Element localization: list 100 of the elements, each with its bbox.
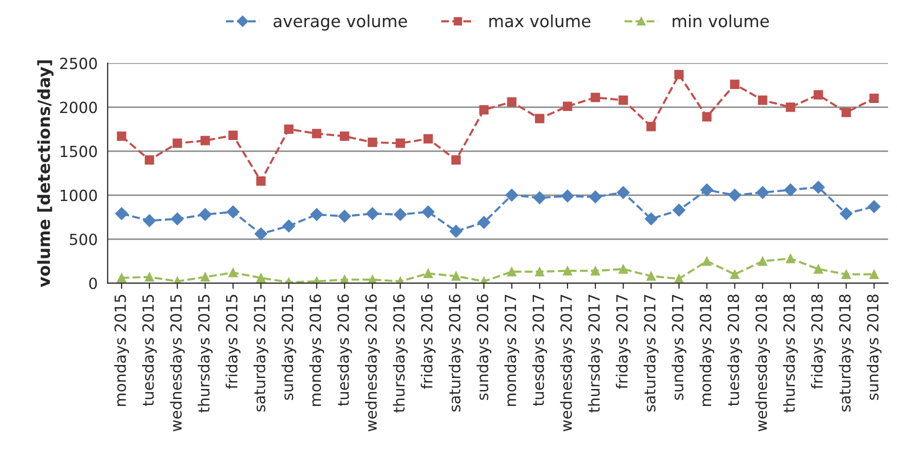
point [368, 138, 378, 148]
point [618, 264, 628, 274]
x-tick-label: fridays 2017 [616, 294, 631, 389]
y-axis-title: volume [detections/day] [37, 60, 54, 288]
point [423, 268, 433, 278]
x-tick-label: sundays 2018 [866, 294, 882, 400]
point [507, 97, 516, 107]
point [702, 256, 712, 266]
point [451, 271, 461, 281]
point [340, 132, 350, 141]
point [842, 108, 851, 118]
point [700, 183, 714, 196]
x-tick-label: mondays 2018 [699, 294, 714, 406]
x-tick-label: fridays 2016 [420, 294, 436, 389]
point [312, 128, 322, 138]
point [115, 207, 128, 220]
point [728, 188, 742, 202]
x-tick-label: wednesdays 2016 [365, 294, 380, 432]
point [144, 272, 154, 282]
x-tick-label: fridays 2015 [226, 294, 240, 389]
x-tick-label: wednesdays 2015 [170, 294, 185, 432]
legend-label: average volume [274, 14, 407, 31]
point [477, 216, 490, 229]
x-tick-label: thursdays 2018 [783, 294, 798, 413]
point [646, 271, 656, 281]
point [450, 224, 462, 238]
point [784, 183, 797, 196]
point [561, 190, 574, 202]
point [758, 256, 768, 266]
point [143, 214, 156, 228]
y-tick-label: 500 [70, 234, 97, 246]
point [479, 105, 489, 114]
point [228, 268, 238, 278]
point [814, 264, 824, 274]
x-tick-label: wednesdays 2017 [560, 294, 575, 432]
point [672, 204, 686, 217]
point [590, 266, 600, 276]
point [674, 70, 684, 80]
point [618, 95, 628, 105]
x-tick-label: sundays 2016 [476, 294, 492, 400]
x-tick-label: saturdays 2016 [448, 294, 464, 412]
point [730, 270, 740, 280]
point [422, 205, 435, 218]
point [869, 94, 879, 104]
x-tick-label: tuesdays 2015 [142, 294, 157, 406]
point [200, 272, 210, 282]
point [814, 90, 824, 100]
point [588, 190, 602, 204]
point [396, 138, 405, 148]
point [226, 205, 240, 218]
point [170, 212, 184, 226]
point [198, 208, 212, 221]
point [507, 267, 516, 276]
point [562, 102, 572, 111]
point [116, 132, 126, 141]
x-tick-label: saturdays 2018 [838, 294, 854, 412]
point [423, 134, 433, 144]
point [254, 227, 268, 240]
point [256, 273, 266, 283]
x-tick-label: thursdays 2017 [588, 294, 603, 413]
x-tick-label: fridays 2018 [810, 294, 826, 389]
point [646, 122, 656, 132]
point [758, 95, 768, 105]
x-tick-label: thursdays 2015 [198, 294, 213, 413]
point [228, 130, 238, 140]
point [394, 208, 407, 221]
point [338, 210, 351, 223]
point [172, 138, 182, 148]
point [310, 208, 324, 221]
point [616, 186, 630, 199]
x-tick-label: mondays 2017 [504, 294, 520, 406]
point [144, 155, 154, 165]
point [786, 102, 796, 112]
point [644, 212, 658, 226]
y-tick-label: 2000 [60, 102, 97, 114]
legend-label: min volume [672, 14, 769, 28]
y-tick-label: 2500 [60, 58, 97, 70]
point [562, 266, 572, 276]
y-tick-label: 1000 [60, 190, 97, 202]
x-tick-label: tuesdays 2017 [532, 294, 548, 406]
x-tick-label: saturdays 2017 [644, 294, 659, 412]
point [869, 270, 879, 280]
point [756, 186, 770, 199]
point [534, 114, 544, 124]
x-tick-label: sundays 2015 [281, 294, 296, 400]
point [505, 188, 518, 202]
x-tick-label: wednesdays 2018 [755, 294, 770, 432]
x-tick-label: saturdays 2015 [254, 294, 268, 412]
x-tick-label: tuesdays 2016 [337, 294, 352, 406]
point [534, 267, 544, 276]
point [366, 207, 379, 220]
point [840, 207, 853, 220]
point [812, 180, 825, 194]
point [702, 112, 712, 122]
point [730, 80, 740, 89]
point [451, 155, 461, 165]
legend-label: max volume [489, 14, 590, 28]
point [868, 200, 881, 214]
x-tick-label: mondays 2016 [309, 294, 324, 406]
x-tick-label: thursdays 2016 [392, 294, 408, 413]
